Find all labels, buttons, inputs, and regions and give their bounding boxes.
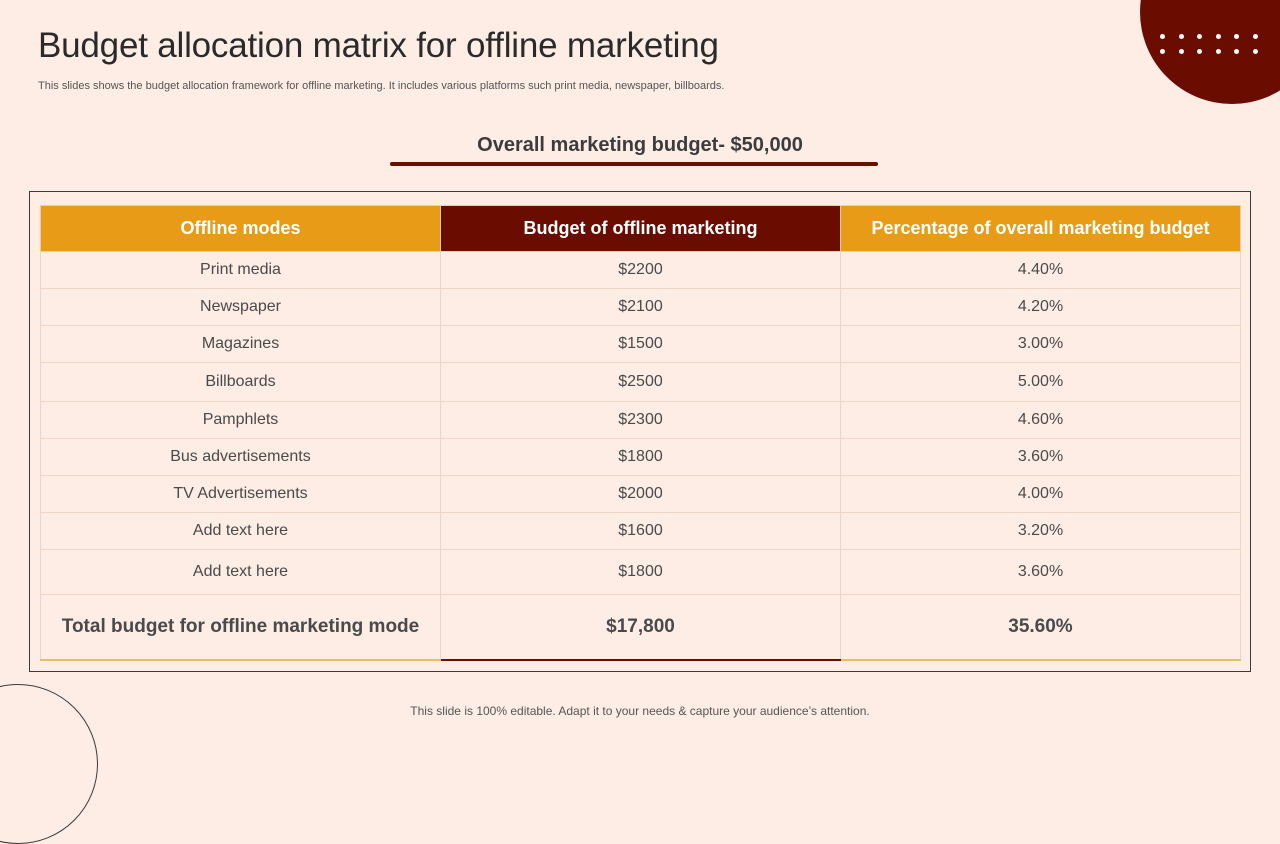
dot bbox=[1234, 49, 1239, 54]
table-row: Print media $2200 4.40% bbox=[40, 251, 1241, 289]
cell-percent: 3.20% bbox=[840, 512, 1241, 550]
table-row: Pamphlets $2300 4.60% bbox=[40, 401, 1241, 439]
cell-mode: Billboards bbox=[40, 362, 441, 402]
header-offline-modes: Offline modes bbox=[40, 205, 441, 252]
cell-budget: $2000 bbox=[440, 475, 841, 513]
cell-mode: Add text here bbox=[40, 512, 441, 550]
slide-subtitle: This slides shows the budget allocation … bbox=[38, 80, 725, 92]
cell-mode: Newspaper bbox=[40, 288, 441, 326]
dot bbox=[1178, 49, 1184, 54]
cell-percent: 3.60% bbox=[840, 549, 1241, 595]
cell-budget: $2300 bbox=[440, 401, 841, 439]
dot bbox=[1178, 34, 1184, 39]
cell-budget: $2200 bbox=[440, 251, 841, 289]
table-frame bbox=[29, 191, 1251, 672]
cell-budget: $2500 bbox=[440, 362, 841, 402]
dot bbox=[1197, 34, 1202, 39]
table-row: Add text here $1800 3.60% bbox=[40, 549, 1241, 595]
dot bbox=[1215, 34, 1221, 39]
dot bbox=[1252, 49, 1258, 54]
header-budget: Budget of offline marketing bbox=[440, 205, 841, 252]
overall-budget-heading: Overall marketing budget- $50,000 bbox=[477, 134, 803, 156]
cell-budget: $1800 bbox=[440, 549, 841, 595]
dot bbox=[1234, 34, 1239, 39]
total-label: Total budget for offline marketing mode bbox=[40, 594, 441, 661]
table-row: Add text here $1600 3.20% bbox=[40, 512, 1241, 550]
cell-percent: 4.40% bbox=[840, 251, 1241, 289]
dot bbox=[1252, 34, 1258, 39]
total-percent: 35.60% bbox=[840, 594, 1241, 661]
cell-percent: 4.00% bbox=[840, 475, 1241, 513]
cell-budget: $1600 bbox=[440, 512, 841, 550]
budget-heading-underline bbox=[390, 162, 878, 166]
cell-mode: Pamphlets bbox=[40, 401, 441, 439]
cell-budget: $1500 bbox=[440, 325, 841, 363]
table-header-row: Offline modes Budget of offline marketin… bbox=[40, 205, 1241, 252]
dot bbox=[1160, 49, 1165, 54]
dot-grid-decoration bbox=[1160, 34, 1259, 54]
cell-mode: Magazines bbox=[40, 325, 441, 363]
cell-budget: $1800 bbox=[440, 438, 841, 476]
cell-percent: 3.60% bbox=[840, 438, 1241, 476]
table-total-row: Total budget for offline marketing mode … bbox=[40, 594, 1241, 661]
table-row: Bus advertisements $1800 3.60% bbox=[40, 438, 1241, 476]
dot bbox=[1215, 49, 1221, 54]
table-row: Newspaper $2100 4.20% bbox=[40, 288, 1241, 326]
cell-mode: TV Advertisements bbox=[40, 475, 441, 513]
dot bbox=[1197, 49, 1202, 54]
cell-mode: Add text here bbox=[40, 549, 441, 595]
dot bbox=[1160, 34, 1165, 39]
header-percentage: Percentage of overall marketing budget bbox=[840, 205, 1241, 252]
cell-percent: 5.00% bbox=[840, 362, 1241, 402]
cell-mode: Print media bbox=[40, 251, 441, 289]
cell-percent: 4.20% bbox=[840, 288, 1241, 326]
cell-percent: 4.60% bbox=[840, 401, 1241, 439]
budget-allocation-table: Offline modes Budget of offline marketin… bbox=[40, 205, 1241, 661]
table-row: Billboards $2500 5.00% bbox=[40, 362, 1241, 402]
cell-mode: Bus advertisements bbox=[40, 438, 441, 476]
slide-title: Budget allocation matrix for offline mar… bbox=[38, 26, 719, 65]
table-row: Magazines $1500 3.00% bbox=[40, 325, 1241, 363]
cell-budget: $2100 bbox=[440, 288, 841, 326]
cell-percent: 3.00% bbox=[840, 325, 1241, 363]
total-budget: $17,800 bbox=[440, 594, 841, 661]
slide-footer: This slide is 100% editable. Adapt it to… bbox=[410, 704, 870, 718]
table-row: TV Advertisements $2000 4.00% bbox=[40, 475, 1241, 513]
